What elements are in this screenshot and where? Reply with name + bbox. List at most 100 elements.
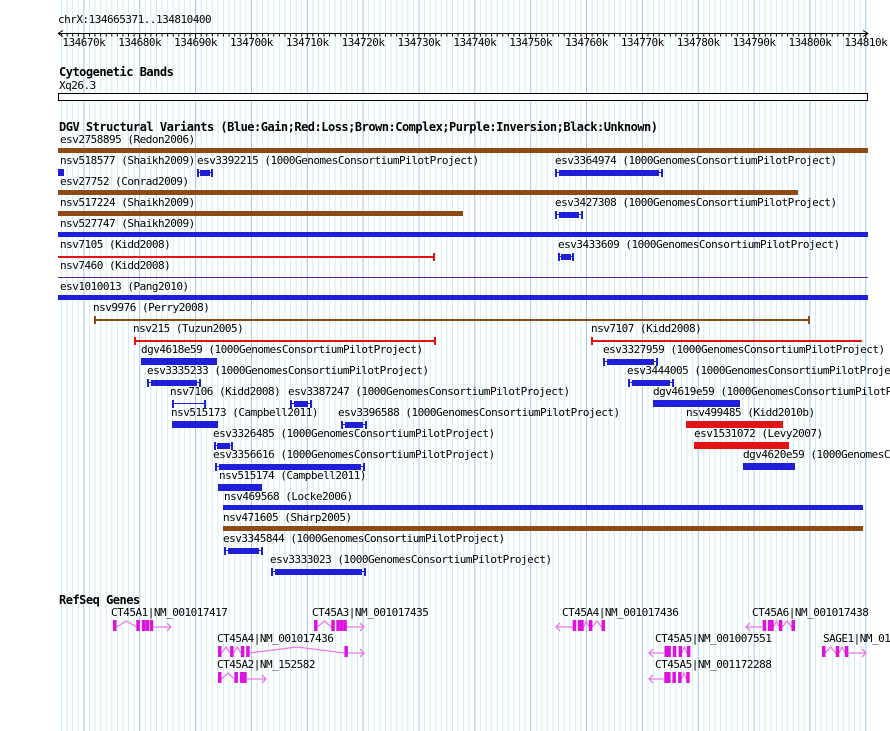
region-title: chrX:134665371..134810400: [58, 13, 212, 26]
ruler-axis[interactable]: [0, 26, 890, 44]
variant-bar-esv3345844[interactable]: [224, 547, 263, 555]
variant-label-esv2758895: esv2758895 (Redon2006): [60, 133, 195, 146]
variant-label-nsv527747: nsv527747 (Shaikh2009): [60, 217, 195, 230]
cytoband-bar-xq26-3[interactable]: [58, 93, 868, 101]
gene-glyph-CT45A5[interactable]: [647, 670, 701, 684]
variant-label-esv3392215: esv3392215 (1000GenomesConsortiumPilotPr…: [197, 154, 479, 167]
variant-bar-nsv527747[interactable]: [58, 232, 868, 237]
variant-label-esv1010013: esv1010013 (Pang2010): [60, 280, 189, 293]
gene-glyph-CT45A4[interactable]: [218, 644, 366, 658]
ruler-tick-label: 134800k: [788, 36, 832, 49]
variant-label-nsv471605: nsv471605 (Sharp2005): [223, 511, 352, 524]
variant-bar-nsv499485[interactable]: [686, 421, 783, 428]
variant-label-dgv4618e59: dgv4618e59 (1000GenomesConsortiumPilotPr…: [141, 343, 423, 356]
variant-bar-esv27752[interactable]: [58, 190, 798, 195]
variant-label-nsv215: nsv215 (Tuzun2005): [133, 322, 244, 335]
variant-bar-nsv517224[interactable]: [58, 211, 463, 216]
variant-bar-esv3387247[interactable]: [290, 400, 312, 408]
variant-label-esv3327959: esv3327959 (1000GenomesConsortiumPilotPr…: [603, 343, 885, 356]
variant-bar-esv3326485[interactable]: [214, 442, 233, 450]
ruler-tick-label: 134740k: [453, 36, 497, 49]
variant-label-esv3345844: esv3345844 (1000GenomesConsortiumPilotPr…: [223, 532, 505, 545]
gene-label-CT45A5: CT45A5|NM_001172288: [655, 658, 772, 671]
variant-label-esv3433609: esv3433609 (1000GenomesConsortiumPilotPr…: [558, 238, 840, 251]
ruler-tick-label: 134670k: [62, 36, 106, 49]
variant-bar-dgv4620e59[interactable]: [743, 463, 795, 470]
ruler-tick-label: 134780k: [676, 36, 720, 49]
variant-bar-esv3392215[interactable]: [197, 169, 213, 177]
variant-label-nsv469568: nsv469568 (Locke2006): [224, 490, 353, 503]
gene-label-CT45A2: CT45A2|NM_152582: [217, 658, 315, 671]
gene-label-CT45A4: CT45A4|NM_001017436: [562, 606, 679, 619]
ruler-tick-label: 134770k: [620, 36, 664, 49]
variant-bar-esv3433609[interactable]: [558, 253, 574, 261]
variant-label-esv3356616: esv3356616 (1000GenomesConsortiumPilotPr…: [213, 448, 495, 461]
variant-label-esv1531072: esv1531072 (Levy2007): [694, 427, 823, 440]
variant-bar-nsv7106[interactable]: [172, 400, 206, 408]
ruler-tick-label: 134720k: [341, 36, 385, 49]
variant-label-nsv7105: nsv7105 (Kidd2008): [60, 238, 171, 251]
variant-bar-nsv515174[interactable]: [218, 484, 262, 491]
variant-label-esv3427308: esv3427308 (1000GenomesConsortiumPilotPr…: [555, 196, 837, 209]
variant-bar-esv3364974[interactable]: [555, 169, 663, 177]
ruler-tick-label: 134790k: [732, 36, 776, 49]
variant-bar-dgv4618e59[interactable]: [141, 358, 217, 365]
ruler-tick-label: 134680k: [118, 36, 162, 49]
variant-bar-nsv215[interactable]: [134, 337, 436, 345]
cytoband-label: Xq26.3: [59, 79, 96, 92]
gene-label-CT45A4: CT45A4|NM_001017436: [217, 632, 334, 645]
variant-label-esv3396588: esv3396588 (1000GenomesConsortiumPilotPr…: [338, 406, 620, 419]
variant-bar-nsv469568[interactable]: [223, 505, 863, 510]
variant-label-dgv4619e59: dgv4619e59 (1000GenomesConsortiumPilotPr…: [653, 385, 890, 398]
variant-bar-nsv515173[interactable]: [172, 421, 218, 428]
variant-bar-dgv4619e59[interactable]: [653, 400, 740, 407]
variant-label-nsv7107: nsv7107 (Kidd2008): [591, 322, 702, 335]
gene-glyph-CT45A5[interactable]: [647, 644, 702, 658]
variant-label-nsv515174: nsv515174 (Campbell2011): [219, 469, 366, 482]
variant-label-nsv499485: nsv499485 (Kidd2010b): [686, 406, 815, 419]
refseq-header: RefSeq Genes: [59, 593, 140, 607]
variant-label-nsv7106: nsv7106 (Kidd2008): [170, 385, 281, 398]
variant-label-esv27752: esv27752 (Conrad2009): [60, 175, 189, 188]
dgv-header: DGV Structural Variants (Blue:Gain;Red:L…: [59, 120, 658, 134]
variant-bar-esv3444005[interactable]: [628, 379, 674, 387]
variant-label-nsv7460: nsv7460 (Kidd2008): [60, 259, 171, 272]
variant-bar-nsv7105[interactable]: [58, 253, 435, 261]
ruler-tick-label: 134760k: [565, 36, 608, 49]
gene-glyph-CT45A3[interactable]: [314, 618, 366, 632]
variant-bar-nsv9976[interactable]: [94, 316, 810, 324]
variant-bar-nsv7107[interactable]: [591, 337, 862, 345]
variant-bar-esv3333023[interactable]: [271, 568, 366, 576]
ruler-tick-label: 134730k: [397, 36, 441, 49]
gene-label-CT45A6: CT45A6|NM_001017438: [752, 606, 869, 619]
ruler-tick-label: 134810k: [844, 36, 888, 49]
variant-bar-esv3327959[interactable]: [603, 358, 658, 366]
gene-glyph-CT45A4[interactable]: [554, 618, 607, 632]
gene-label-CT45A5: CT45A5|NM_001007551: [655, 632, 772, 645]
variant-bar-nsv471605[interactable]: [223, 526, 863, 531]
variant-bar-esv3427308[interactable]: [555, 211, 583, 219]
gene-label-SAGE1: SAGE1|NM_018: [823, 632, 890, 645]
variant-label-nsv518577: nsv518577 (Shaikh2009): [60, 154, 195, 167]
variant-label-esv3333023: esv3333023 (1000GenomesConsortiumPilotPr…: [270, 553, 552, 566]
variant-bar-esv3396588[interactable]: [341, 421, 367, 429]
gene-glyph-CT45A6[interactable]: [744, 618, 797, 632]
variant-bar-esv3356616[interactable]: [215, 463, 365, 471]
variant-bar-esv1531072[interactable]: [694, 442, 789, 449]
gene-glyph-CT45A1[interactable]: [113, 618, 173, 632]
variant-bar-esv2758895[interactable]: [58, 148, 868, 153]
gene-label-CT45A1: CT45A1|NM_001017417: [111, 606, 228, 619]
variant-bar-nsv7460[interactable]: [58, 274, 868, 282]
variant-label-esv3364974: esv3364974 (1000GenomesConsortiumPilotPr…: [555, 154, 837, 167]
gene-label-CT45A3: CT45A3|NM_001017435: [312, 606, 429, 619]
gene-glyph-SAGE1[interactable]: [822, 644, 868, 658]
variant-label-dgv4620e59: dgv4620e59 (1000GenomesConsortiumPilotPr…: [743, 448, 890, 461]
variant-label-nsv515173: nsv515173 (Campbell2011): [171, 406, 318, 419]
variant-bar-esv1010013[interactable]: [58, 295, 868, 300]
gene-glyph-CT45A2[interactable]: [218, 670, 268, 684]
ruler-tick-label: 134700k: [229, 36, 273, 49]
variant-bar-esv3335233[interactable]: [147, 379, 201, 387]
variant-bar-nsv518577[interactable]: [58, 169, 64, 176]
